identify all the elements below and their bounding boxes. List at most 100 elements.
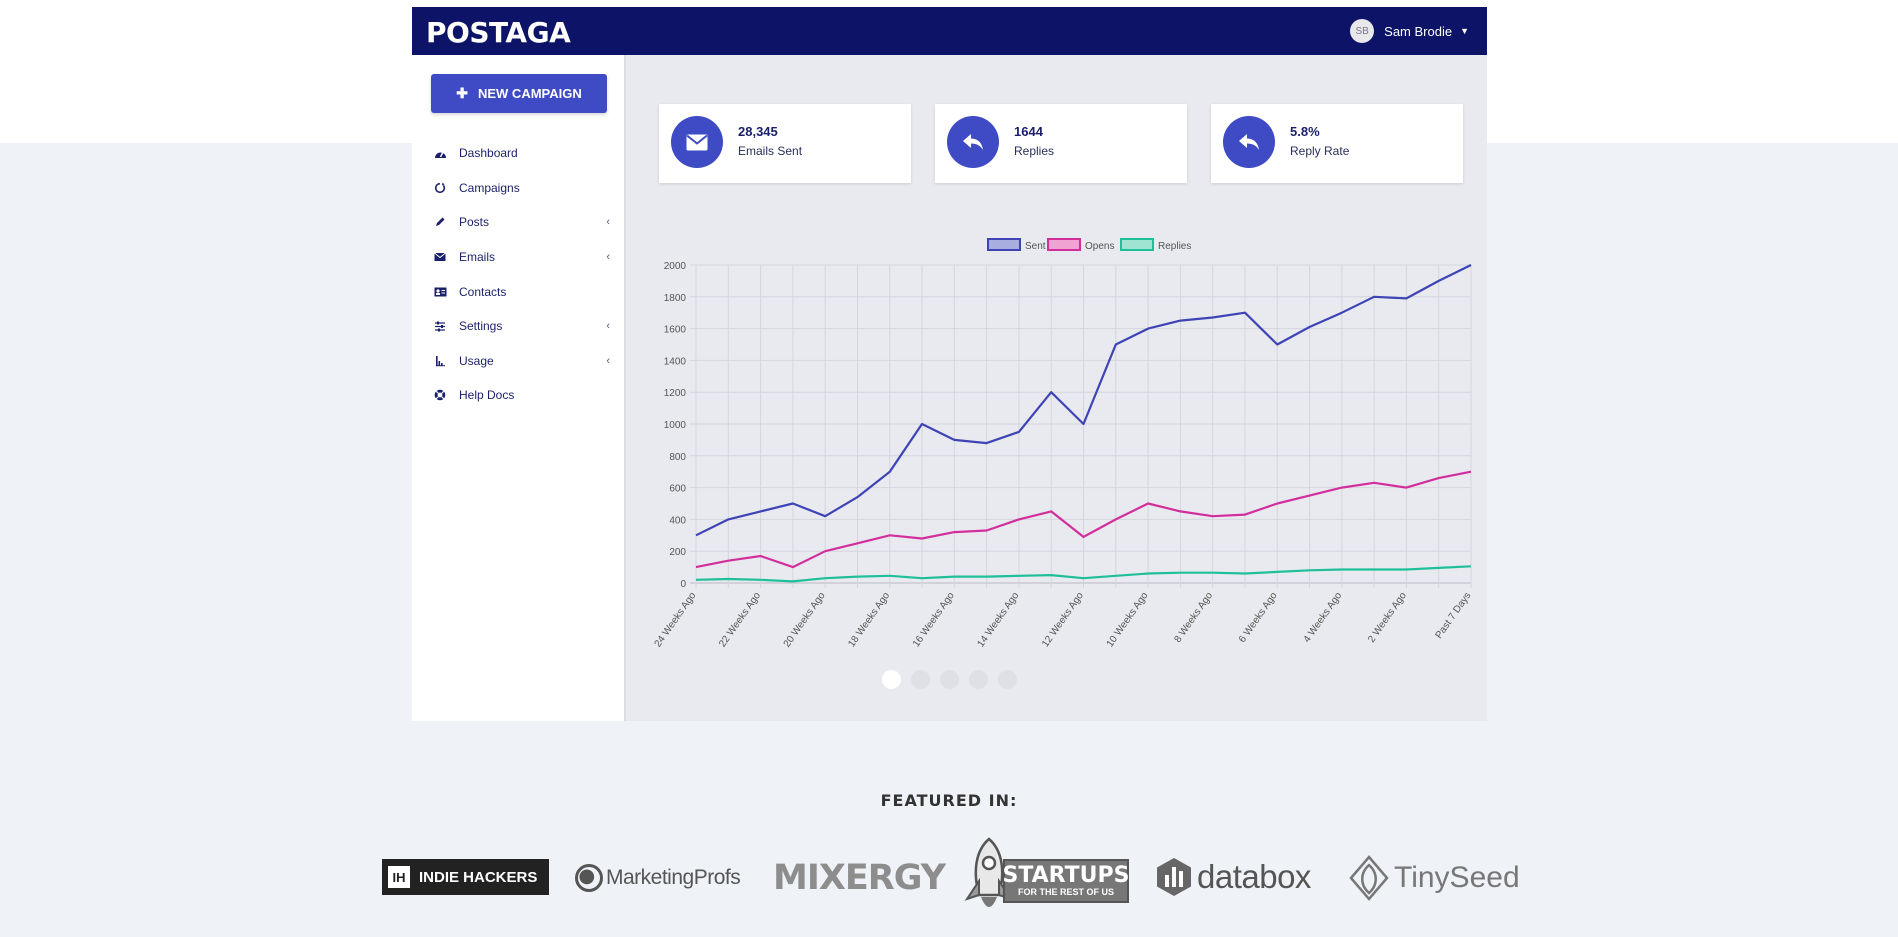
mixergy-text: MIXERGY <box>773 858 946 898</box>
tinyseed-text: TinySeed <box>1394 861 1520 894</box>
series-line-opens <box>695 470 1472 569</box>
sidebar-item-label: Posts <box>459 215 490 230</box>
sliders-icon <box>433 319 447 333</box>
marketingprofs-logo[interactable]: MarketingProfs <box>575 861 741 895</box>
emails-line-chart: 0 200 400 600 800 1000 1200 1400 1600 1800 2000 24 … <box>653 238 1474 649</box>
y-tick-label: 1200 <box>664 388 687 399</box>
refresh-icon <box>433 181 447 195</box>
carousel-dot[interactable] <box>940 670 959 689</box>
featured-heading: FEATURED IN: <box>880 791 1018 810</box>
sidebar-item-contacts[interactable]: Contacts <box>412 274 624 309</box>
y-tick-label: 200 <box>669 547 686 558</box>
mixergy-logo[interactable]: MIXERGY <box>773 858 946 898</box>
y-tick-label: 1800 <box>664 293 687 304</box>
x-tick-label: 16 Weeks Ago <box>911 590 957 649</box>
carousel-dot[interactable] <box>911 670 930 689</box>
globe-icon <box>575 864 603 892</box>
stat-label: Emails Sent <box>738 144 803 158</box>
sidebar-item-label: Settings <box>459 319 503 334</box>
series-line-replies <box>695 565 1472 583</box>
stat-value: 5.8% <box>1290 124 1320 139</box>
x-tick-label: 4 Weeks Ago <box>1302 590 1345 645</box>
carousel-dot[interactable] <box>969 670 988 689</box>
x-tick-label: 22 Weeks Ago <box>717 590 763 649</box>
sidebar-item-label: Emails <box>459 250 496 265</box>
reply-icon <box>1223 116 1275 168</box>
chevron-left-icon: ‹ <box>606 216 610 229</box>
stat-label: Reply Rate <box>1290 144 1350 158</box>
new-campaign-label: NEW CAMPAIGN <box>477 86 582 101</box>
envelope-icon <box>433 250 447 264</box>
envelope-icon <box>671 116 723 168</box>
marketingprofs-text: MarketingProfs <box>606 866 741 889</box>
app-header: POSTAGA SB Sam Brodie ▼ <box>412 7 1487 55</box>
pencil-icon <box>433 215 447 229</box>
tinyseed-logo[interactable]: TinySeed <box>1348 855 1520 901</box>
legend-label: Replies <box>1158 241 1191 252</box>
plus-icon: ✚ <box>456 85 468 101</box>
y-tick-label: 2000 <box>664 261 687 272</box>
y-tick-label: 1000 <box>664 420 687 431</box>
sidebar-item-posts[interactable]: Posts ‹ <box>412 205 624 240</box>
x-tick-label: 24 Weeks Ago <box>653 590 699 649</box>
x-tick-label: 12 Weeks Ago <box>1040 590 1086 649</box>
carousel-dot[interactable] <box>882 670 901 689</box>
user-name: Sam Brodie <box>1384 23 1453 39</box>
sidebar-item-help-docs[interactable]: Help Docs <box>412 378 624 413</box>
x-tick-label: 6 Weeks Ago <box>1237 590 1280 645</box>
brand-logo[interactable]: POSTAGA <box>426 16 571 49</box>
x-tick-label: 2 Weeks Ago <box>1366 590 1409 645</box>
stat-value: 28,345 <box>738 124 778 139</box>
sidebar-item-label: Contacts <box>459 284 507 299</box>
startups-logo[interactable]: STARTUPS FOR THE REST OF US <box>961 837 1131 917</box>
sidebar-item-emails[interactable]: Emails ‹ <box>412 240 624 275</box>
y-tick-label: 600 <box>669 484 686 495</box>
app-screenshot: POSTAGA SB Sam Brodie ▼ ✚ NEW CAMPAIGN D… <box>412 7 1487 721</box>
indie-hackers-mark: IH <box>388 866 410 888</box>
databox-text: databox <box>1197 858 1311 895</box>
y-tick-label: 0 <box>680 579 686 590</box>
x-tick-label: 8 Weeks Ago <box>1172 590 1215 645</box>
sidebar-item-label: Help Docs <box>459 388 515 403</box>
chevron-left-icon: ‹ <box>606 251 610 264</box>
x-tick-label: 14 Weeks Ago <box>975 590 1021 649</box>
x-tick-label: 18 Weeks Ago <box>846 590 892 649</box>
bar-chart-icon <box>433 354 447 368</box>
sidebar-item-settings[interactable]: Settings ‹ <box>412 309 624 344</box>
gauge-icon <box>433 146 447 160</box>
sidebar-item-campaigns[interactable]: Campaigns <box>412 171 624 206</box>
sidebar-item-usage[interactable]: Usage ‹ <box>412 344 624 379</box>
y-tick-label: 800 <box>669 452 686 463</box>
indie-hackers-logo[interactable]: IH INDIE HACKERS <box>382 859 549 895</box>
carousel-indicators <box>882 670 1017 689</box>
chevron-left-icon: ‹ <box>606 320 610 333</box>
reply-icon <box>947 116 999 168</box>
sidebar-nav: Dashboard Campaigns Posts ‹ Emails <box>412 136 624 413</box>
sidebar-item-dashboard[interactable]: Dashboard <box>412 136 624 171</box>
user-menu[interactable]: SB Sam Brodie ▼ <box>1350 19 1469 43</box>
databox-mark-icon <box>1157 858 1191 896</box>
x-tick-label: 10 Weeks Ago <box>1105 590 1151 649</box>
carousel-dot[interactable] <box>998 670 1017 689</box>
stat-card-emails-sent: 28,345 Emails Sent <box>659 104 911 183</box>
sidebar-item-label: Dashboard <box>459 146 518 161</box>
stat-card-replies: 1644 Replies <box>935 104 1187 183</box>
avatar: SB <box>1350 19 1375 43</box>
stat-label: Replies <box>1014 144 1055 158</box>
startups-subtext: FOR THE REST OF US <box>1017 886 1114 897</box>
sidebar-item-label: Campaigns <box>459 180 520 195</box>
chevron-left-icon: ‹ <box>606 354 610 367</box>
sidebar-item-label: Usage <box>459 353 494 368</box>
y-tick-label: 1400 <box>664 356 687 367</box>
databox-logo[interactable]: databox <box>1155 857 1311 897</box>
x-tick-label: 20 Weeks Ago <box>782 590 828 649</box>
lifebuoy-icon <box>433 388 447 402</box>
contact-card-icon <box>433 285 447 299</box>
legend-swatch <box>987 238 1021 251</box>
caret-down-icon: ▼ <box>1460 26 1469 36</box>
legend-swatch <box>1047 238 1081 251</box>
new-campaign-button[interactable]: ✚ NEW CAMPAIGN <box>431 74 607 113</box>
x-tick-label: Past 7 Days <box>1434 590 1474 640</box>
stat-card-reply-rate: 5.8% Reply Rate <box>1211 104 1463 183</box>
y-tick-label: 1600 <box>664 325 687 336</box>
